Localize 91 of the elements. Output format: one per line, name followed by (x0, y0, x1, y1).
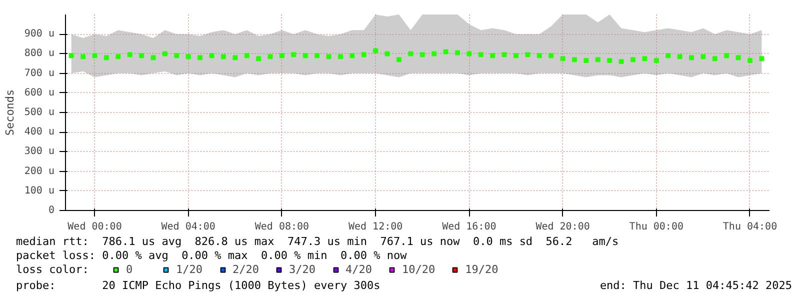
y-tick-label: 400 u (24, 126, 55, 138)
point (595, 57, 600, 62)
point (548, 53, 554, 58)
point (408, 51, 414, 56)
point (560, 56, 566, 62)
point (350, 53, 355, 58)
point (536, 53, 542, 58)
point (677, 54, 682, 60)
x-tick-label: Wed 16:00 (442, 222, 496, 232)
legend-label: 3/20 (289, 263, 316, 276)
point (116, 54, 121, 60)
point (630, 57, 636, 62)
point (712, 56, 718, 62)
x-tick-label: Wed 08:00 (254, 222, 310, 232)
point (80, 54, 86, 60)
point (700, 54, 706, 60)
y-tick-label: 0 (48, 205, 55, 216)
x-tick-label: Wed 12:00 (348, 222, 403, 232)
point (279, 53, 284, 58)
point (454, 50, 460, 56)
point (618, 59, 624, 64)
point (92, 53, 98, 58)
point (326, 54, 332, 60)
legend-label: 1/20 (176, 263, 202, 276)
point (232, 55, 238, 60)
point (220, 54, 226, 60)
point (443, 49, 448, 54)
text: median rtt: 786.1 us avg 826.8 us max 747.3 us min 767.1 us now 0.0 ms sd 56.2 am/s (16, 235, 619, 249)
legend-title: loss color: (16, 263, 89, 277)
point (139, 53, 144, 58)
point (104, 55, 109, 60)
point (338, 54, 343, 60)
point (584, 58, 589, 64)
point (748, 58, 752, 64)
point (174, 53, 180, 58)
text: end: Thu Dec 11 04:45:42 2025 (600, 279, 792, 293)
legend-label: 0 (126, 263, 134, 276)
point (688, 55, 694, 60)
y-tick-label: 600 u (24, 87, 55, 98)
point (736, 55, 741, 60)
point (490, 53, 496, 58)
legend-label: 19/20 (465, 263, 498, 276)
text: packet loss: 0.00 % avg 0.00 % max 0.00 % min 0.00 % now (16, 249, 407, 263)
point (642, 56, 648, 62)
y-tick-label: 100 u (24, 185, 55, 196)
y-tick-label: 200 u (24, 166, 55, 177)
point (127, 52, 132, 58)
y-axis-title: Seconds (3, 89, 16, 136)
point (572, 57, 577, 62)
text: probe: 20 ICMP Echo Pings (1000 Bytes) every 300s (16, 279, 380, 293)
point (302, 53, 308, 58)
y-tick-label: 300 u (24, 146, 55, 158)
point (759, 56, 764, 62)
x-tick-label: Thu 00:00 (629, 222, 684, 232)
point (384, 51, 390, 56)
y-tick-label: 700 u (24, 68, 55, 79)
point (525, 52, 530, 58)
point (502, 52, 507, 58)
x-tick-label: Wed 20:00 (536, 222, 590, 232)
point (256, 56, 262, 62)
point (396, 57, 402, 62)
point (314, 53, 320, 58)
point (654, 58, 659, 64)
point (478, 52, 484, 58)
point (186, 54, 191, 60)
x-tick-label: Wed 04:00 (161, 222, 216, 232)
point (162, 51, 168, 56)
point (209, 53, 214, 58)
point (373, 48, 378, 54)
x-tick-label: Wed 00:00 (68, 222, 122, 232)
x-tick-label: Thu 04:00 (722, 222, 778, 232)
point (420, 52, 425, 58)
point (244, 53, 250, 58)
legend-label: 4/20 (346, 263, 372, 276)
point (607, 58, 612, 64)
point (513, 53, 518, 58)
point (68, 53, 74, 58)
y-tick-label: 500 u (24, 107, 55, 118)
point (150, 55, 156, 60)
point (724, 53, 730, 58)
y-tick-label: 800 u (24, 48, 55, 60)
legend-label: 10/20 (402, 263, 436, 276)
point (466, 51, 472, 56)
point (268, 54, 273, 60)
point (198, 55, 203, 60)
y-tick-label: 900 u (24, 28, 55, 40)
point (291, 52, 296, 58)
point (666, 53, 671, 58)
point (432, 51, 437, 56)
point (361, 52, 366, 58)
legend-label: 2/20 (232, 263, 259, 276)
